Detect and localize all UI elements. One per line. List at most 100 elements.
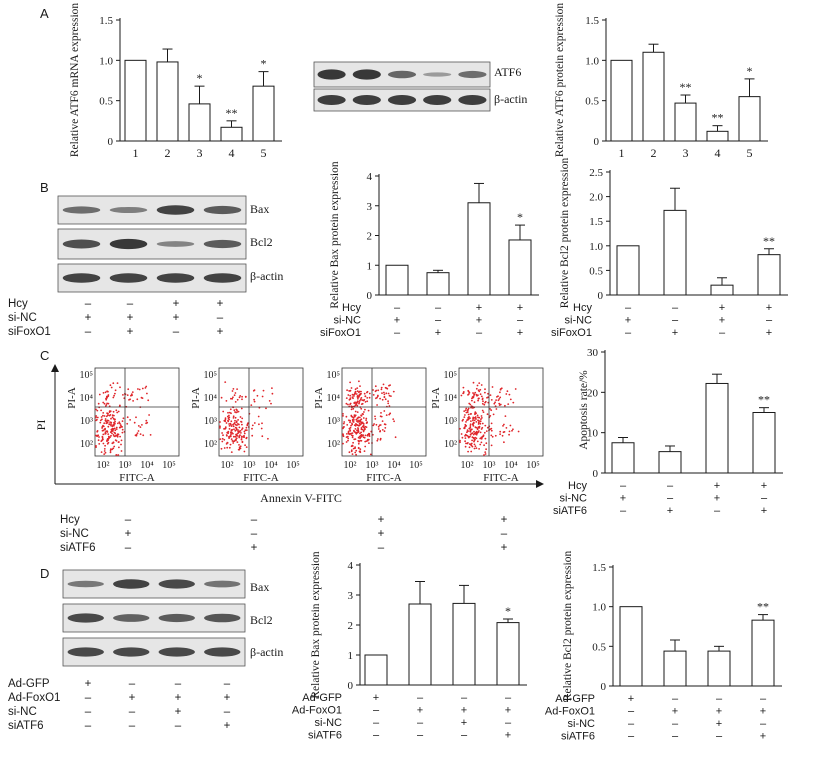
flow-event-dot [228,428,231,430]
flow-event-dot [232,435,235,438]
significance-mark: * [261,57,267,71]
blot-label-bax-b: Bax [250,202,269,216]
condition-sign: + [517,302,523,314]
flow-event-dot [136,432,139,434]
flow-event-dot [354,431,356,433]
flow-event-dot [345,441,348,443]
flow-event-dot [127,388,130,391]
x-tick-label: 2 [165,146,171,160]
flow-event-dot [230,420,233,423]
flow-event-dot [485,442,488,445]
flow-event-dot [229,443,232,446]
flow-event-dot [468,446,471,449]
flow-event-dot [362,413,364,416]
flow-event-dot [502,425,504,427]
flow-event-dot [238,423,240,426]
flow-y-tick: 10² [327,439,340,450]
d-condition-sign: – [85,706,92,718]
flow-event-dot [354,391,357,393]
condition-sign: + [766,302,772,314]
flow-event-dot [353,419,355,421]
flow-event-dot [509,398,512,401]
y-tick-label: 2 [367,231,373,243]
flow-event-dot [244,396,247,398]
flow-event-dot [469,443,472,445]
flow-event-dot [499,430,502,433]
flow-event-dot [108,411,111,414]
flow-event-dot [141,424,143,426]
flow-event-dot [467,407,470,410]
b-condition-sign: + [127,326,134,338]
flow-x-tick: 10⁵ [526,460,540,471]
flow-event-dot [232,417,235,419]
flow-event-dot [491,386,494,388]
flow-event-dot [238,444,240,446]
condition-sign: – [505,692,512,704]
condition-sign: – [435,315,442,327]
flow-event-dot [476,394,478,397]
flow-event-dot [342,426,345,429]
condition-sign: – [716,731,723,743]
flow-plot-y-label: PI-A [66,387,78,408]
flow-event-dot [366,390,369,393]
b-condition-sign: – [85,326,92,338]
flow-event-dot [356,401,358,404]
flow-event-dot [348,451,351,454]
flow-event-dot [346,424,349,426]
flow-event-dot [126,416,129,419]
bar [616,245,640,296]
b-condition-name: si-NC [8,312,37,324]
c-condition-sign: + [125,528,132,540]
flow-event-dot [467,393,470,395]
flow-event-dot [376,404,378,406]
flow-event-dot [351,416,354,418]
flow-event-dot [368,392,371,395]
flow-event-dot [473,447,476,450]
flow-event-dot [499,396,502,399]
y-tick-label: 0.5 [592,641,606,653]
flow-event-dot [345,436,348,438]
flow-event-dot [484,437,487,440]
flow-event-dot [355,393,358,395]
bar [751,619,775,687]
d-condition-sign: – [224,678,231,690]
flow-event-dot [473,432,476,435]
condition-name: Hcy [342,302,361,314]
flow-event-dot [232,440,235,443]
flow-event-dot [383,396,386,399]
bar [385,264,409,296]
flow-event-dot [366,439,369,442]
flow-event-dot [366,397,369,399]
flow-y-tick: 10⁴ [327,393,341,404]
flow-event-dot [357,430,360,432]
flow-event-dot [147,399,150,402]
condition-sign: + [461,717,467,729]
flow-event-dot [480,384,483,386]
flow-event-dot [358,380,360,383]
flow-event-dot [244,444,247,447]
flow-event-dot [115,426,118,429]
flow-event-dot [234,419,236,422]
flow-event-dot [360,392,362,395]
flow-event-dot [366,434,369,437]
y-tick-label: 3 [348,590,354,602]
flow-event-dot [467,436,470,439]
flow-event-dot [388,405,391,407]
flow-event-dot [498,404,501,406]
western-blots [57,61,491,667]
flow-event-dot [467,389,470,392]
flow-event-dot [342,442,344,445]
flow-event-dot [102,424,104,427]
flow-event-dot [379,424,382,426]
flow-event-dot [111,448,114,451]
flow-x-tick: 10⁵ [162,460,176,471]
flow-event-dot [471,432,474,435]
condition-sign: + [761,505,767,517]
blot-label-bcl2-d: Bcl2 [250,613,273,627]
bar [706,130,729,142]
flow-event-dot [239,447,242,450]
flow-event-dot [231,390,234,392]
condition-sign: – [628,731,635,743]
flow-event-dot [222,410,225,413]
flow-event-dot [347,431,350,434]
